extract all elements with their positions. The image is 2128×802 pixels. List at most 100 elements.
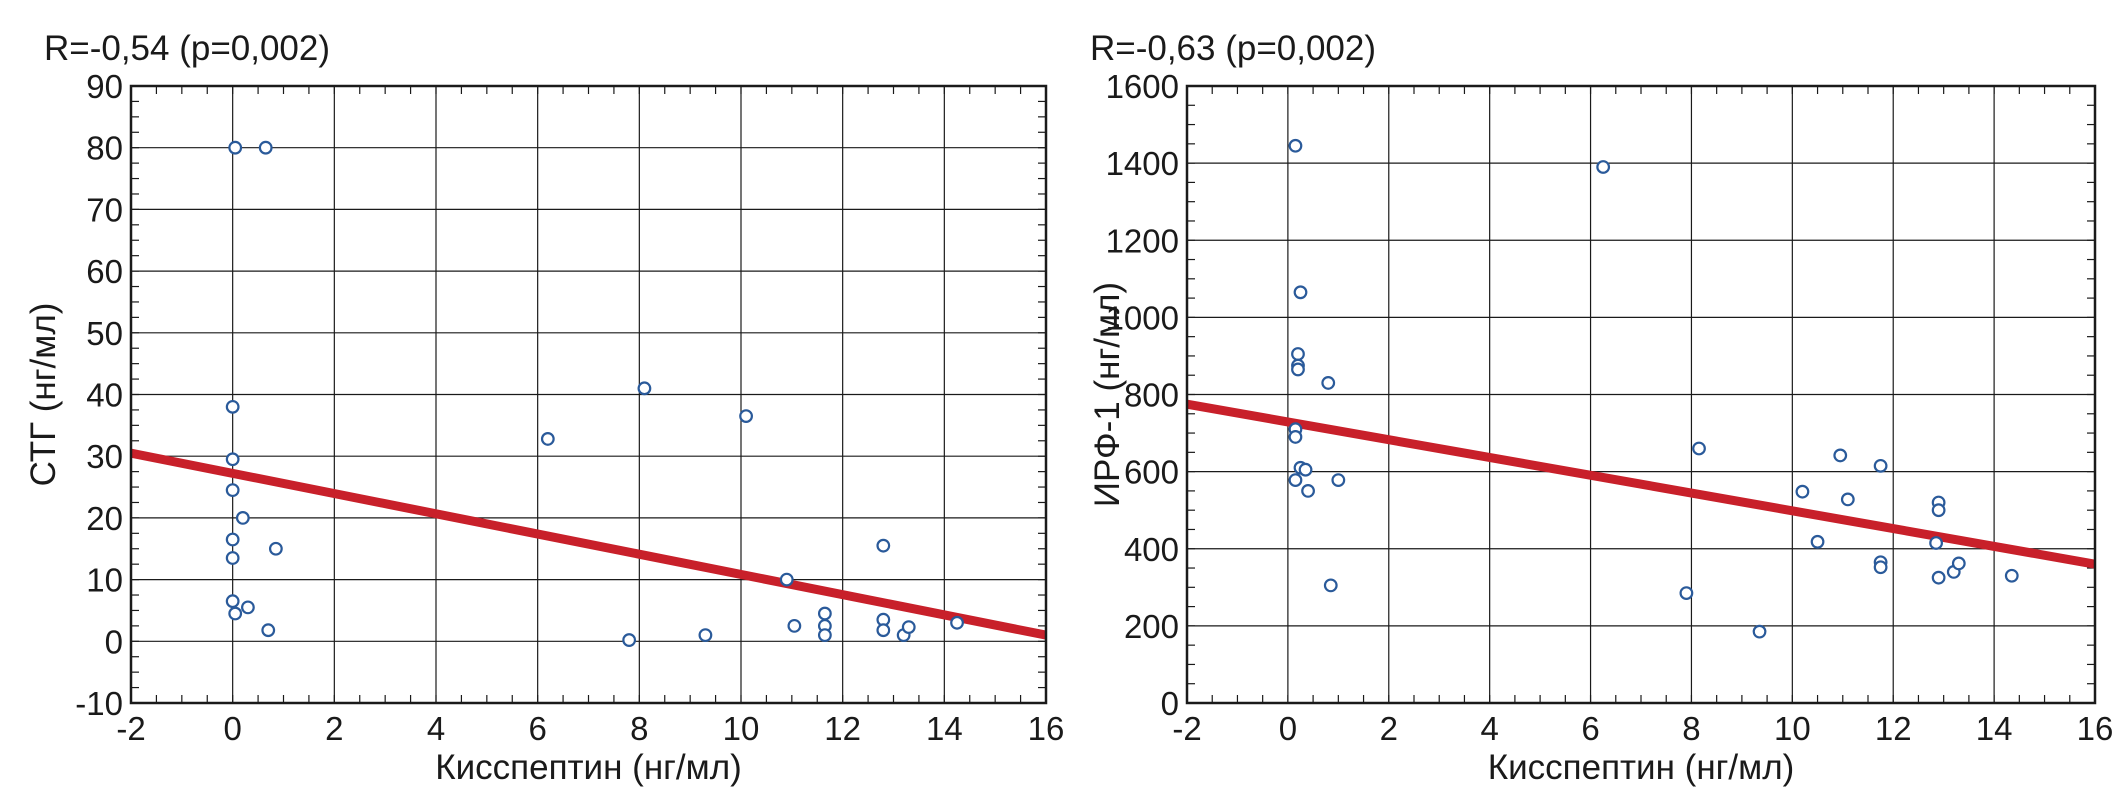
y-tick-label: 30 — [86, 438, 123, 475]
x-tick-label: -2 — [116, 710, 145, 747]
y-tick-label: 800 — [1124, 377, 1179, 414]
x-tick-label: 2 — [325, 710, 343, 747]
x-tick-label: 12 — [1875, 710, 1912, 747]
x-tick-label: 6 — [1581, 710, 1599, 747]
data-point — [787, 618, 802, 633]
data-point — [1873, 560, 1888, 575]
data-point — [1951, 556, 1966, 571]
chart-title: R=-0,63 (p=0,002) — [1090, 29, 1376, 68]
x-tick-label: 10 — [723, 710, 760, 747]
data-point — [1288, 138, 1303, 153]
y-tick-label: 60 — [86, 253, 123, 290]
y-tick-label: 1600 — [1106, 68, 1179, 105]
data-point — [1321, 376, 1336, 390]
y-tick-label: 90 — [86, 68, 123, 105]
data-point — [1291, 362, 1305, 377]
x-tick-label: 4 — [1480, 710, 1498, 747]
x-tick-label: 10 — [1774, 710, 1811, 747]
data-point — [1293, 285, 1308, 300]
data-point — [739, 409, 753, 423]
data-point — [225, 483, 240, 498]
data-point — [1291, 347, 1305, 361]
x-tick-label: 12 — [824, 710, 861, 747]
data-point — [1931, 570, 1946, 585]
data-point — [1752, 624, 1767, 639]
data-point — [1873, 458, 1888, 473]
data-point — [228, 606, 243, 621]
y-tick-label: 1000 — [1106, 299, 1179, 336]
data-point — [2004, 568, 2019, 583]
y-tick-label: 70 — [86, 191, 123, 228]
y-tick-label: 1200 — [1106, 222, 1179, 259]
data-point — [1929, 536, 1943, 550]
y-tick-label: 200 — [1124, 608, 1179, 645]
y-tick-label: 80 — [86, 130, 123, 167]
x-tick-label: 16 — [2077, 710, 2114, 747]
data-point — [698, 628, 713, 643]
x-tick-label: 8 — [1682, 710, 1700, 747]
y-tick-label: 20 — [86, 500, 123, 537]
chart-title: R=-0,54 (p=0,002) — [44, 29, 330, 68]
data-point — [228, 140, 243, 155]
y-tick-label: 0 — [105, 623, 123, 660]
data-point — [225, 551, 240, 565]
y-axis-label: ИРФ-1 (нг/мл) — [1088, 282, 1127, 507]
data-point — [235, 511, 250, 525]
data-point — [817, 628, 832, 643]
data-point — [1833, 448, 1848, 463]
data-point — [225, 532, 240, 547]
data-point — [876, 538, 891, 553]
data-point — [225, 594, 240, 609]
chart-irf1: R=-0,63 (p=0,002)-2 0 2 4 6 8 10 12 14 1602004006… — [1088, 29, 2113, 787]
data-point — [225, 399, 240, 414]
data-point — [1288, 473, 1303, 488]
x-tick-label: 14 — [926, 710, 963, 747]
x-tick-label: 8 — [630, 710, 648, 747]
y-tick-label: 1400 — [1106, 145, 1179, 182]
x-tick-label: 6 — [528, 710, 546, 747]
plot-frame — [129, 84, 1048, 705]
regression-line — [1187, 399, 2095, 569]
x-axis-label: Кисспептин (нг/мл) — [1488, 748, 1795, 787]
data-point — [241, 600, 255, 615]
data-point — [637, 381, 652, 396]
y-axis-label: СТГ (нг/мл) — [24, 303, 63, 487]
data-point — [261, 623, 276, 638]
data-point — [1692, 441, 1706, 456]
x-tick-label: -2 — [1172, 710, 1201, 747]
data-point — [1301, 484, 1315, 498]
data-point — [950, 615, 964, 630]
plot-frame — [1185, 84, 2097, 705]
y-tick-label: 400 — [1124, 531, 1179, 568]
data-point — [1331, 473, 1346, 488]
x-tick-label: 0 — [223, 710, 241, 747]
chart-stg: R=-0,54 (p=0,002) -2 0 2 4 6 8 10 12 14 16 -10 0 10 20… — [24, 29, 1064, 787]
data-point — [1931, 503, 1946, 518]
x-tick-label: 2 — [1380, 710, 1398, 747]
y-tick-label: 40 — [86, 377, 123, 414]
data-point — [622, 633, 637, 647]
data-point — [1840, 492, 1855, 507]
data-point — [901, 620, 916, 635]
x-tick-label: 16 — [1028, 710, 1065, 747]
data-point — [876, 623, 891, 638]
y-tick-label: -10 — [75, 685, 123, 722]
data-point — [1323, 578, 1338, 593]
data-point — [540, 432, 555, 446]
y-tick-label: 10 — [86, 562, 123, 599]
x-tick-label: 14 — [1976, 710, 2013, 747]
y-tick-label: 600 — [1124, 454, 1179, 491]
data-point — [817, 606, 832, 621]
data-point — [1288, 430, 1303, 444]
data-point — [1679, 586, 1694, 600]
data-point — [1298, 462, 1313, 477]
y-tick-label: 50 — [86, 315, 123, 352]
data-point — [1810, 534, 1825, 549]
data-point — [1795, 484, 1810, 499]
x-tick-label: 0 — [1279, 710, 1297, 747]
data-point — [258, 140, 273, 155]
regression-line — [131, 448, 1046, 640]
x-axis-label: Кисспептин (нг/мл) — [435, 748, 742, 787]
x-tick-label: 4 — [427, 710, 445, 747]
